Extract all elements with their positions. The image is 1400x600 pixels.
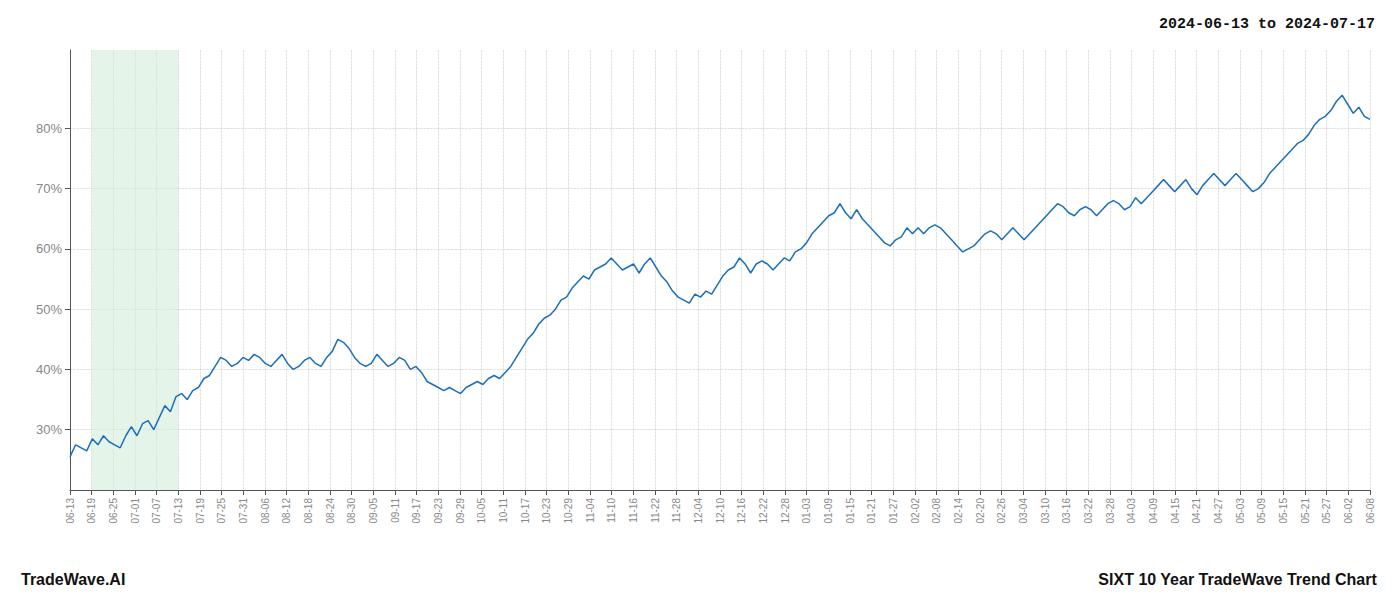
svg-text:12-04: 12-04	[693, 498, 704, 524]
svg-text:04-21: 04-21	[1191, 498, 1202, 524]
svg-text:60%: 60%	[36, 241, 62, 256]
svg-text:09-29: 09-29	[455, 498, 466, 524]
svg-text:07-25: 07-25	[216, 498, 227, 524]
svg-text:08-06: 08-06	[260, 498, 271, 524]
svg-text:03-16: 03-16	[1061, 498, 1072, 524]
svg-text:08-18: 08-18	[303, 498, 314, 524]
svg-text:08-12: 08-12	[281, 498, 292, 524]
svg-text:07-01: 07-01	[130, 498, 141, 524]
svg-text:01-21: 01-21	[866, 498, 877, 524]
svg-text:TradeWave.AI: TradeWave.AI	[21, 571, 125, 588]
svg-text:05-15: 05-15	[1278, 498, 1289, 524]
svg-text:40%: 40%	[36, 362, 62, 377]
svg-text:11-10: 11-10	[606, 498, 617, 523]
svg-text:11-16: 11-16	[628, 498, 639, 523]
svg-text:02-14: 02-14	[953, 498, 964, 524]
svg-text:05-27: 05-27	[1321, 498, 1332, 524]
svg-text:10-29: 10-29	[563, 498, 574, 524]
svg-text:12-16: 12-16	[736, 498, 747, 524]
svg-text:02-08: 02-08	[931, 498, 942, 524]
svg-text:03-04: 03-04	[1018, 498, 1029, 524]
svg-text:30%: 30%	[36, 422, 62, 437]
svg-text:12-28: 12-28	[780, 498, 791, 524]
svg-text:80%: 80%	[36, 121, 62, 136]
svg-text:50%: 50%	[36, 302, 62, 317]
svg-text:07-07: 07-07	[151, 498, 162, 524]
svg-text:09-17: 09-17	[411, 498, 422, 524]
svg-text:06-02: 06-02	[1343, 498, 1354, 524]
svg-text:07-31: 07-31	[238, 498, 249, 524]
svg-text:10-23: 10-23	[541, 498, 552, 524]
svg-text:01-15: 01-15	[845, 498, 856, 524]
svg-text:03-10: 03-10	[1040, 498, 1051, 524]
svg-text:08-30: 08-30	[346, 498, 357, 524]
svg-text:05-21: 05-21	[1300, 498, 1311, 524]
svg-text:70%: 70%	[36, 181, 62, 196]
svg-text:11-04: 11-04	[585, 498, 596, 523]
svg-text:06-19: 06-19	[86, 498, 97, 524]
svg-text:11-28: 11-28	[671, 498, 682, 523]
svg-text:09-05: 09-05	[368, 498, 379, 524]
svg-text:04-09: 04-09	[1148, 498, 1159, 524]
svg-text:06-25: 06-25	[108, 498, 119, 524]
svg-text:05-09: 05-09	[1256, 498, 1267, 524]
svg-text:08-24: 08-24	[325, 498, 336, 524]
svg-text:SIXT 10 Year TradeWave Trend C: SIXT 10 Year TradeWave Trend Chart	[1098, 571, 1377, 588]
svg-text:10-17: 10-17	[520, 498, 531, 524]
svg-text:01-03: 01-03	[801, 498, 812, 524]
svg-text:02-26: 02-26	[996, 498, 1007, 524]
svg-text:07-13: 07-13	[173, 498, 184, 524]
svg-text:12-10: 12-10	[715, 498, 726, 524]
svg-text:04-15: 04-15	[1170, 498, 1181, 524]
svg-text:03-28: 03-28	[1105, 498, 1116, 524]
svg-text:03-22: 03-22	[1083, 498, 1094, 524]
svg-text:02-20: 02-20	[975, 498, 986, 524]
svg-text:06-13: 06-13	[65, 498, 76, 524]
svg-text:2024-06-13 to 2024-07-17: 2024-06-13 to 2024-07-17	[1159, 16, 1375, 33]
svg-text:04-27: 04-27	[1213, 498, 1224, 524]
svg-text:10-11: 10-11	[498, 498, 509, 523]
svg-text:09-23: 09-23	[433, 498, 444, 524]
svg-text:09-11: 09-11	[390, 498, 401, 523]
svg-text:01-27: 01-27	[888, 498, 899, 524]
svg-text:05-03: 05-03	[1235, 498, 1246, 524]
svg-text:07-19: 07-19	[195, 498, 206, 524]
svg-text:06-08: 06-08	[1365, 498, 1376, 524]
svg-text:02-02: 02-02	[910, 498, 921, 524]
svg-text:11-22: 11-22	[650, 498, 661, 523]
svg-text:04-03: 04-03	[1126, 498, 1137, 524]
svg-text:12-22: 12-22	[758, 498, 769, 524]
svg-text:10-05: 10-05	[476, 498, 487, 524]
svg-text:01-09: 01-09	[823, 498, 834, 524]
